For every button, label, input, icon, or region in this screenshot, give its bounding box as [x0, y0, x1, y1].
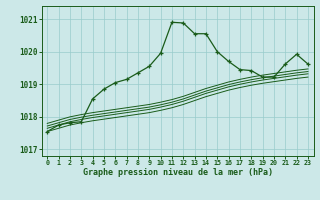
- X-axis label: Graphe pression niveau de la mer (hPa): Graphe pression niveau de la mer (hPa): [83, 168, 273, 177]
